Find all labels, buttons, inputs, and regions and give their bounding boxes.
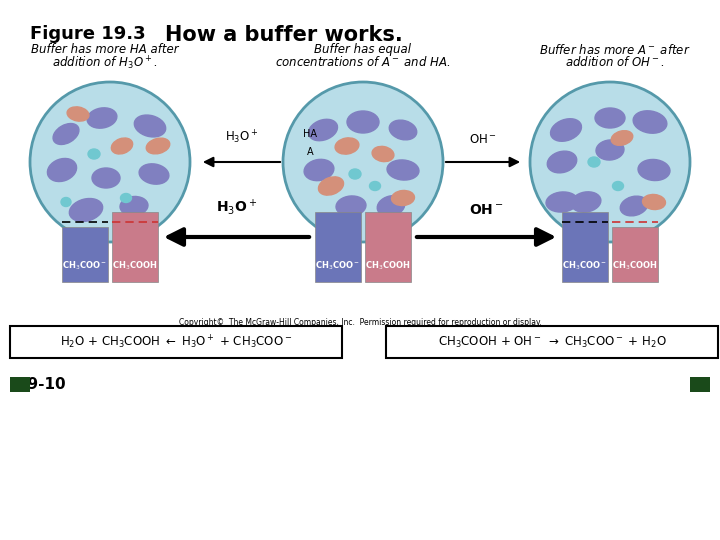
Ellipse shape: [588, 157, 600, 167]
Bar: [112, 212, 158, 282]
Ellipse shape: [336, 196, 366, 216]
Ellipse shape: [120, 197, 148, 215]
Text: CH$_3$COOH: CH$_3$COOH: [612, 260, 658, 272]
Ellipse shape: [146, 138, 170, 154]
Ellipse shape: [135, 115, 166, 137]
Ellipse shape: [139, 164, 169, 184]
Text: CH$_3$COOH: CH$_3$COOH: [365, 260, 411, 272]
Ellipse shape: [642, 194, 665, 210]
Ellipse shape: [387, 160, 419, 180]
Ellipse shape: [377, 195, 405, 217]
Text: CH$_3$COO$^-$: CH$_3$COO$^-$: [63, 260, 107, 272]
Text: H$_3$O$^+$: H$_3$O$^+$: [216, 197, 257, 217]
Bar: [562, 212, 608, 282]
Bar: [612, 227, 658, 282]
FancyBboxPatch shape: [10, 326, 342, 358]
Ellipse shape: [48, 158, 76, 181]
Ellipse shape: [69, 199, 103, 221]
Ellipse shape: [547, 151, 577, 173]
Text: Buffer has more HA after: Buffer has more HA after: [31, 43, 179, 56]
Text: Buffer has more A$^-$ after: Buffer has more A$^-$ after: [539, 43, 690, 57]
Text: Figure 19.3: Figure 19.3: [30, 25, 145, 43]
Bar: [315, 212, 361, 282]
Ellipse shape: [335, 138, 359, 154]
Text: HA: HA: [303, 129, 317, 139]
Ellipse shape: [369, 181, 380, 191]
Ellipse shape: [88, 149, 100, 159]
Bar: [365, 212, 411, 282]
Ellipse shape: [390, 120, 417, 140]
Text: How a buffer works.: How a buffer works.: [165, 25, 402, 45]
Text: addition of OH$^-$.: addition of OH$^-$.: [565, 55, 665, 69]
Ellipse shape: [53, 124, 79, 145]
Ellipse shape: [620, 196, 648, 216]
Ellipse shape: [595, 108, 625, 128]
Text: 19-10: 19-10: [18, 377, 66, 392]
Text: CH$_3$COOH: CH$_3$COOH: [112, 260, 158, 272]
Ellipse shape: [638, 159, 670, 180]
Text: H$_2$O + CH$_3$COOH $\leftarrow$ H$_3$O$^+$ + CH$_3$COO$^-$: H$_2$O + CH$_3$COOH $\leftarrow$ H$_3$O$…: [60, 333, 292, 350]
Text: CH$_3$COOH + OH$^-$ $\rightarrow$ CH$_3$COO$^-$ + H$_2$O: CH$_3$COOH + OH$^-$ $\rightarrow$ CH$_3$…: [438, 334, 666, 349]
Text: Buffer has equal: Buffer has equal: [315, 43, 412, 56]
Ellipse shape: [120, 193, 132, 202]
Circle shape: [283, 82, 443, 242]
Ellipse shape: [546, 192, 578, 212]
Ellipse shape: [551, 119, 582, 141]
Ellipse shape: [596, 140, 624, 160]
Ellipse shape: [87, 108, 117, 128]
Ellipse shape: [92, 168, 120, 188]
Ellipse shape: [318, 177, 343, 195]
Ellipse shape: [61, 198, 71, 206]
Bar: [690, 377, 710, 392]
Bar: [10, 377, 30, 392]
Circle shape: [530, 82, 690, 242]
Circle shape: [30, 82, 190, 242]
Ellipse shape: [392, 191, 415, 206]
Ellipse shape: [347, 111, 379, 133]
Text: addition of H$_3$O$^+$.: addition of H$_3$O$^+$.: [53, 55, 158, 72]
Text: OH$^-$: OH$^-$: [469, 203, 504, 217]
Ellipse shape: [308, 119, 338, 141]
Text: OH$^-$: OH$^-$: [469, 133, 497, 146]
Ellipse shape: [372, 146, 394, 161]
Text: Copyright©  The McGraw-Hill Companies, Inc.  Permission required for reproductio: Copyright© The McGraw-Hill Companies, In…: [179, 318, 541, 327]
Ellipse shape: [611, 131, 633, 145]
Ellipse shape: [613, 181, 624, 191]
Ellipse shape: [349, 169, 361, 179]
Text: CH$_3$COO$^-$: CH$_3$COO$^-$: [562, 260, 608, 272]
Text: CH$_3$COO$^-$: CH$_3$COO$^-$: [315, 260, 361, 272]
FancyBboxPatch shape: [386, 326, 718, 358]
Ellipse shape: [67, 107, 89, 121]
Bar: [62, 227, 108, 282]
Ellipse shape: [633, 111, 667, 133]
Text: A: A: [307, 147, 313, 157]
Ellipse shape: [571, 192, 601, 212]
Text: concentrations of A$^-$ and HA.: concentrations of A$^-$ and HA.: [275, 55, 451, 69]
Ellipse shape: [112, 138, 132, 154]
Text: H$_3$O$^+$: H$_3$O$^+$: [225, 129, 258, 146]
Ellipse shape: [304, 159, 334, 181]
